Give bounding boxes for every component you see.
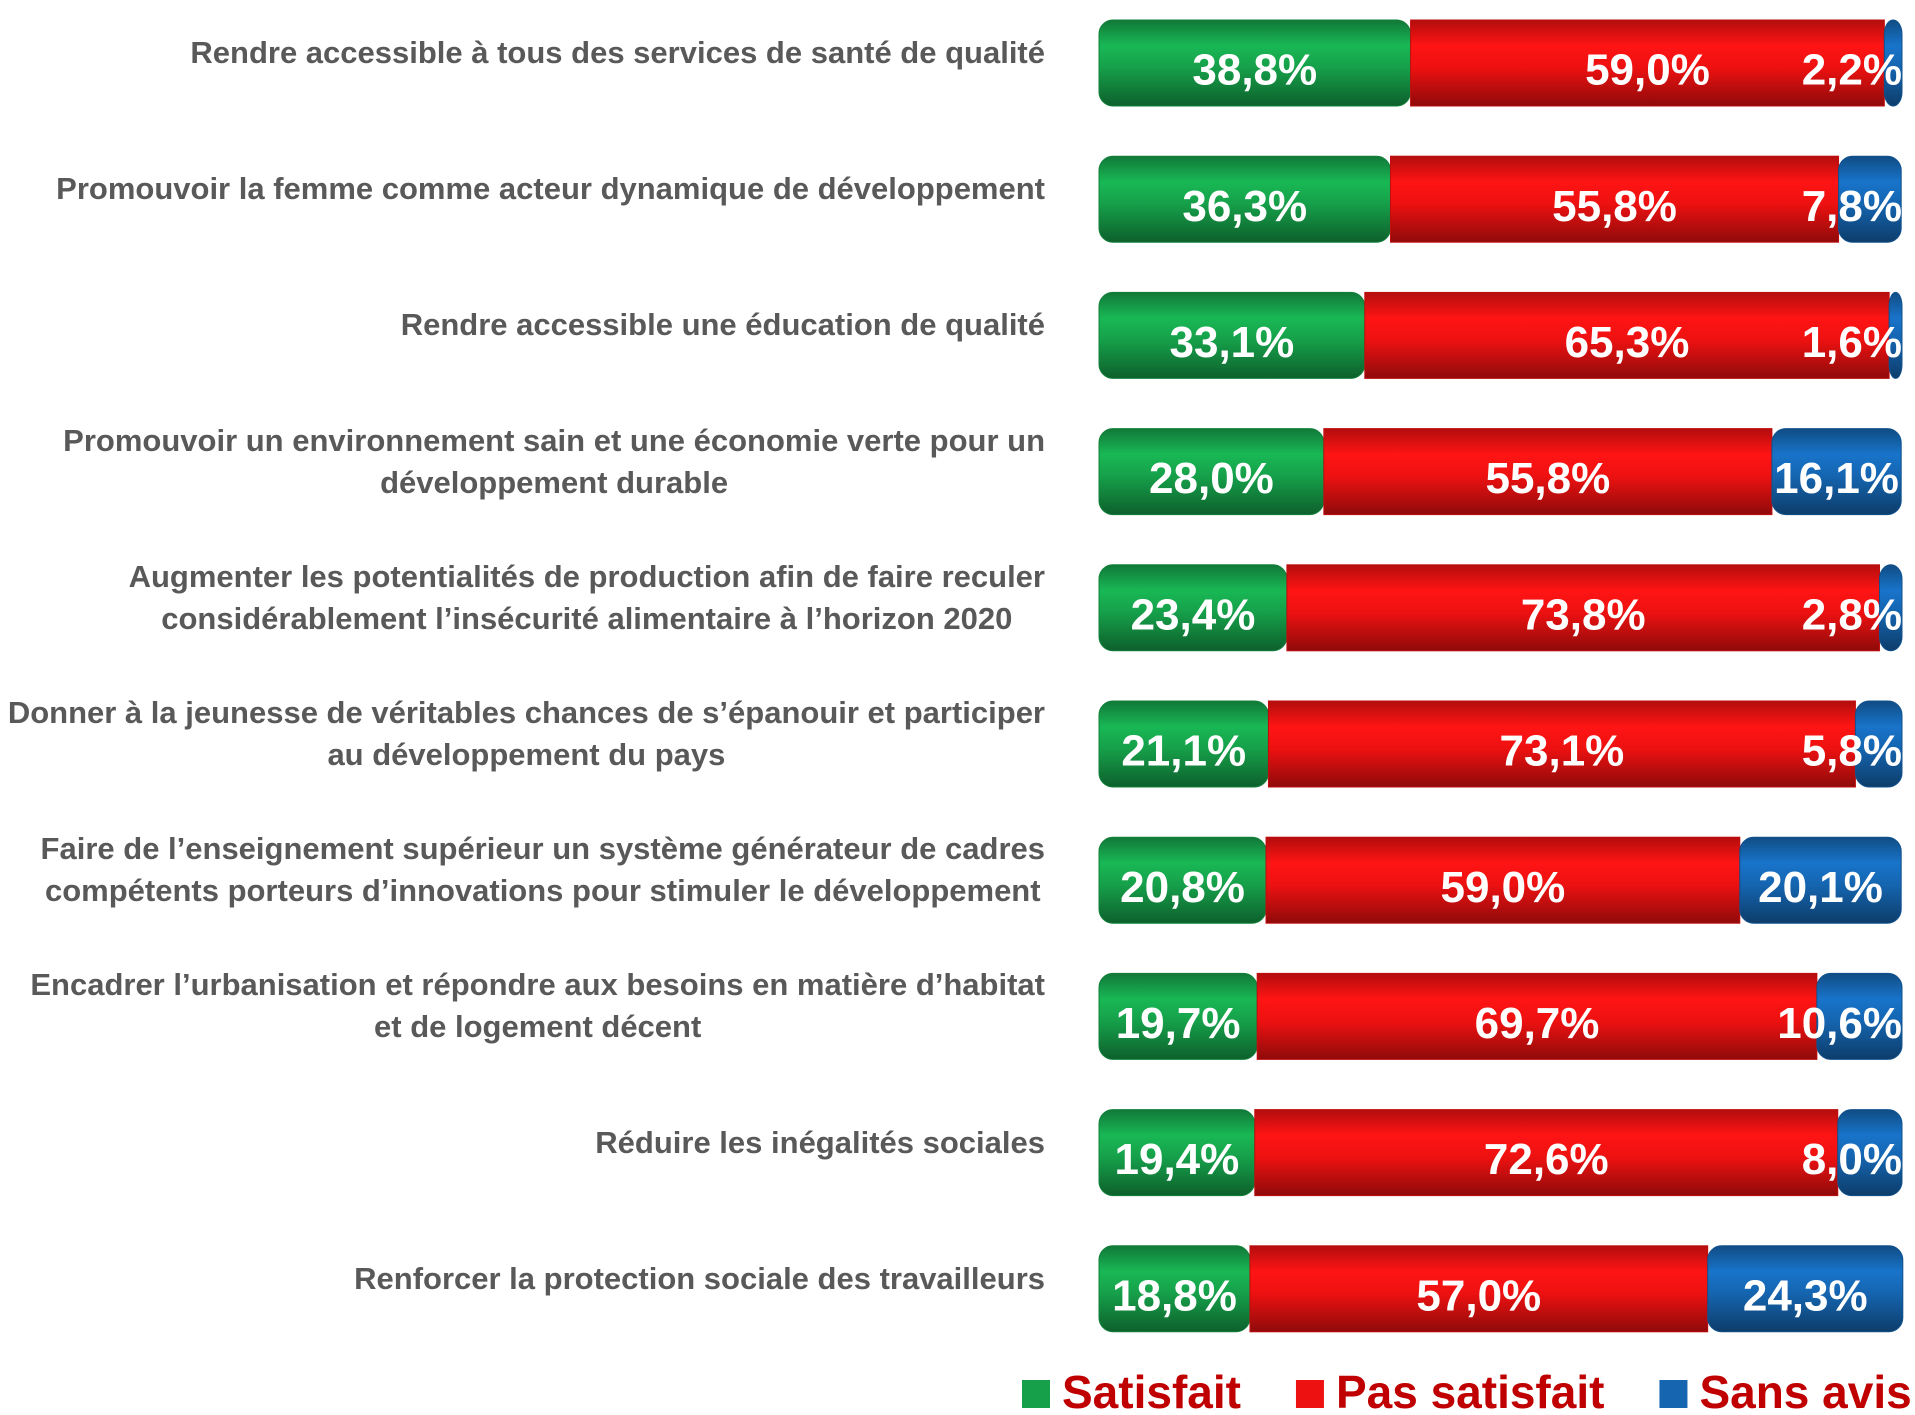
value-label: 20,1%: [1758, 863, 1883, 912]
value-label: 59,0%: [1585, 46, 1710, 95]
legend-swatch: [1022, 1380, 1050, 1408]
bar-segment: [1837, 1109, 1903, 1197]
value-label: 19,7%: [1116, 999, 1241, 1048]
value-label: 57,0%: [1416, 1271, 1541, 1320]
value-label: 73,8%: [1521, 590, 1646, 639]
value-label: 18,8%: [1112, 1271, 1237, 1320]
bar-segment: [1267, 700, 1856, 788]
value-label: 38,8%: [1192, 46, 1317, 95]
legend-swatch: [1659, 1380, 1688, 1408]
category-label: Rendre accessible à tous des services de…: [0, 3, 1045, 103]
bar-segment: [1364, 291, 1890, 379]
category-text: Donner à la jeunesse de véritables chanc…: [7, 695, 1045, 772]
value-label: 33,1%: [1170, 318, 1295, 367]
bar-segment: [1879, 564, 1903, 652]
category-label: Réduire les inégalités sociales: [0, 1093, 1045, 1193]
bar-segment: [1771, 428, 1902, 516]
bar-segment: [1838, 155, 1902, 243]
value-label: 36,3%: [1182, 182, 1307, 231]
category-label: Promouvoir la femme comme acteur dynamiq…: [0, 139, 1045, 239]
category-label: Promouvoir un environnement sain et une …: [0, 412, 1045, 512]
legend-swatch: [1295, 1380, 1324, 1408]
value-label: 1,6%: [1802, 318, 1902, 367]
value-label: 28,0%: [1149, 454, 1274, 503]
category-text: Rendre accessible une éducation de quali…: [400, 307, 1045, 343]
value-label: 73,1%: [1500, 727, 1625, 776]
category-label: Renforcer la protection sociale des trav…: [0, 1229, 1045, 1329]
value-label: 19,4%: [1115, 1135, 1240, 1184]
category-text: Augmenter les potentialités de productio…: [128, 558, 1045, 636]
bar-segment: [1883, 19, 1903, 107]
value-label: 72,6%: [1484, 1135, 1609, 1184]
category-text: Rendre accessible à tous des services de…: [190, 35, 1045, 70]
category-text: Encadrer l’urbanisation et répondre aux …: [30, 967, 1045, 1045]
bar-segment: [1249, 1245, 1709, 1333]
value-label: 7,8%: [1802, 182, 1902, 231]
bar-segment: [1389, 155, 1840, 243]
category-label: Faire de l’enseignement supérieur un sys…: [0, 820, 1045, 920]
legend-label: Satisfait: [1062, 1366, 1241, 1415]
bar-segment: [1707, 1245, 1904, 1333]
value-label: 2,2%: [1802, 46, 1902, 95]
value-label: 5,8%: [1802, 727, 1902, 776]
value-label: 23,4%: [1131, 590, 1256, 639]
value-label: 10,6%: [1777, 999, 1902, 1048]
bar-segment: [1323, 428, 1773, 516]
value-label: 69,7%: [1475, 999, 1600, 1048]
value-label: 20,8%: [1120, 863, 1245, 912]
value-label: 8,0%: [1802, 1135, 1902, 1184]
value-label: 16,1%: [1774, 454, 1899, 503]
bar-segment: [1854, 700, 1903, 788]
value-label: 65,3%: [1565, 318, 1690, 367]
bar-segment: [1816, 972, 1903, 1060]
category-text: Renforcer la protection sociale des trav…: [354, 1260, 1045, 1296]
legend-label: Sans avis: [1699, 1366, 1911, 1415]
category-text: Promouvoir la femme comme acteur dynamiq…: [56, 171, 1045, 207]
category-label: Encadrer l’urbanisation et répondre aux …: [0, 956, 1045, 1056]
bar-segment: [1410, 19, 1885, 107]
value-label: 55,8%: [1485, 454, 1610, 503]
value-label: 59,0%: [1441, 863, 1566, 912]
category-label: Augmenter les potentialités de productio…: [0, 548, 1045, 648]
category-label: Donner à la jeunesse de véritables chanc…: [0, 684, 1045, 784]
legend-label: Pas satisfait: [1336, 1366, 1604, 1415]
category-label: Rendre accessible une éducation de quali…: [0, 275, 1045, 375]
category-text: Réduire les inégalités sociales: [595, 1124, 1045, 1160]
category-text: Promouvoir un environnement sain et une …: [63, 422, 1045, 500]
bar-segment: [1888, 291, 1903, 379]
bar-segment: [1286, 564, 1881, 652]
bar-segment: [1256, 972, 1818, 1060]
value-label: 24,3%: [1743, 1271, 1868, 1320]
value-label: 2,8%: [1802, 590, 1902, 639]
bar-segment: [1739, 836, 1902, 924]
value-label: 21,1%: [1121, 727, 1246, 776]
category-text: Faire de l’enseignement supérieur un sys…: [40, 831, 1045, 909]
value-label: 55,8%: [1552, 182, 1677, 231]
